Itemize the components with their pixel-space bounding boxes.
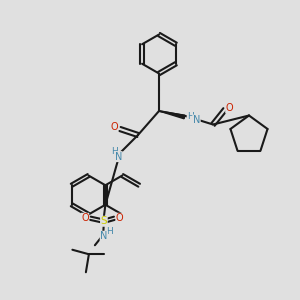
Text: O: O xyxy=(226,103,233,113)
Text: H: H xyxy=(187,112,194,121)
Text: O: O xyxy=(116,213,124,223)
Text: N: N xyxy=(100,231,108,241)
Text: H: H xyxy=(106,227,113,236)
Text: S: S xyxy=(100,216,107,226)
Text: H: H xyxy=(111,147,117,156)
Text: N: N xyxy=(115,152,122,162)
Text: O: O xyxy=(81,213,89,223)
Text: N: N xyxy=(193,115,200,125)
Text: O: O xyxy=(110,122,118,133)
Polygon shape xyxy=(159,111,185,119)
